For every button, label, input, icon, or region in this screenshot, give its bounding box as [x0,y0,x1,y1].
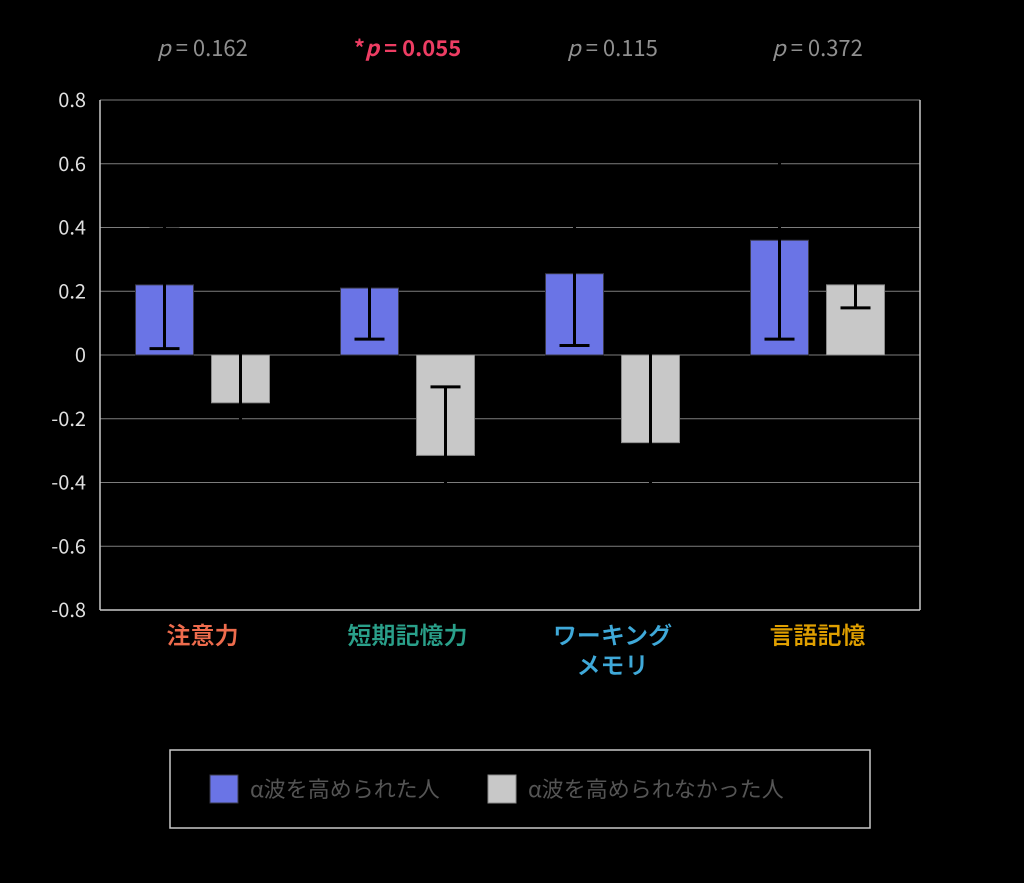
comparison-bracket [780,106,856,124]
legend-label: α波を高められなかった人 [528,772,784,804]
p-value-label: p = 0.115 [567,31,658,63]
y-tick-label: -0.2 [51,403,86,432]
y-tick-label: -0.8 [51,594,86,623]
y-tick-label: 0.4 [58,212,86,241]
category-label: メモリ [577,646,649,681]
category-label: 言語記憶 [770,616,866,651]
bar-chart: -0.8 -0.6 -0.4 -0.2 0 0.2 0.4 0.6 0.8 p = 0.162 注意… [0,0,1024,878]
comparison-bracket [370,106,446,124]
legend-swatch [210,775,238,803]
comparison-bracket [575,106,651,124]
y-tick-label: -0.4 [51,467,86,496]
p-value-label: *p = 0.055 [354,31,461,63]
legend-swatch [488,775,516,803]
comparison-bracket [165,106,241,124]
category-label: 短期記憶力 [348,616,468,651]
p-value-label: p = 0.162 [157,31,248,63]
p-value-label: p = 0.372 [772,31,863,63]
y-tick-label: 0.2 [58,275,86,304]
category-label: 注意力 [167,616,239,651]
y-tick-label: 0 [75,339,86,368]
y-tick-label: 0.8 [58,84,86,113]
y-tick-label: 0.6 [58,148,86,177]
y-tick-label: -0.6 [51,530,86,559]
legend-label: α波を高められた人 [250,772,440,804]
